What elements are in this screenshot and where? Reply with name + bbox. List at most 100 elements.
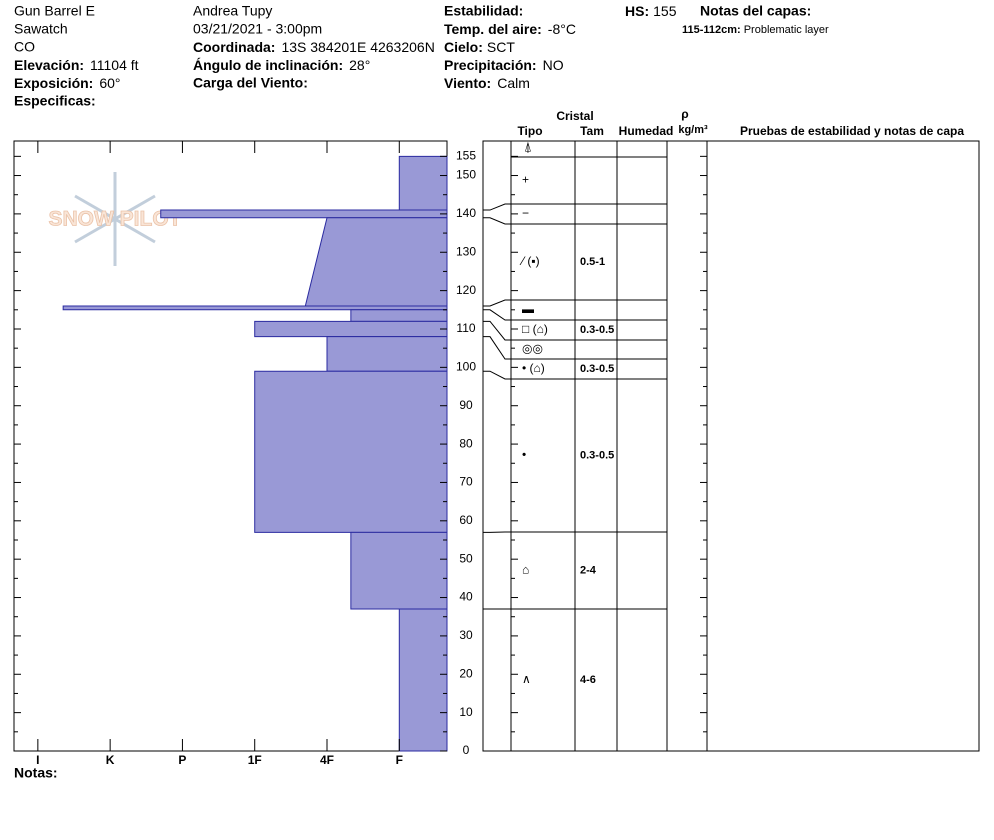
grain-type: • (⌂) [522,361,545,375]
marks: 0 10 20 30 40 50 60 70 80 90 100 110 120 130 140 150 155… [14,141,707,767]
hardness-layer [326,336,448,372]
grain-type: − [522,206,529,220]
air-temp: Temp. del aire: -8°C [444,21,576,37]
connector [483,320,511,341]
label: Precipitación: [444,57,537,73]
grain-type: □ (⌂) [522,322,548,336]
elevation: Elevación: 11104 ft [14,57,139,73]
y-tick-label: 90 [459,398,473,412]
col-header: ρ [681,107,688,121]
x-tick-label: 1F [248,753,262,767]
hardness-layer [350,531,448,610]
grain-type: ⁄ (▪) [519,254,540,268]
col-header: Tipo [517,124,542,138]
y-tick-label: 20 [459,666,473,680]
hardness-layer [160,209,448,219]
y-tick-label: 30 [459,628,473,642]
y-tick-label: 130 [456,244,476,258]
value: 60° [99,75,120,91]
x-tick-label: F [396,753,403,767]
connector [483,299,511,307]
label: Exposición: [14,75,93,91]
value: Calm [497,75,530,91]
logo: SNOW PILOT [48,172,182,266]
logo-text: SNOW PILOT [49,208,182,231]
layer-notes-title: Notas del capas: [700,3,811,19]
label: Cielo: [444,39,483,55]
slope-angle: Ángulo de inclinación: 28° [193,57,370,73]
value: 11104 ft [90,57,139,73]
col-header: Tam [580,124,604,138]
notes-label: Notas: [14,765,58,781]
wind-loading-label: Carga del Viento: [193,75,308,91]
grain-size: 4-6 [580,674,596,686]
grain-type: ▬ [522,302,534,316]
col-header: kg/m³ [678,124,708,136]
grain-type: • [522,448,526,462]
y-tick-label: 10 [459,705,473,719]
label: Viento: [444,75,491,91]
location: CO [14,39,35,55]
y-tick-label: 155 [456,149,476,163]
y-tick-label: 110 [456,321,475,335]
label: Ángulo de inclinación: [193,57,343,73]
y-tick-label: 60 [459,513,473,527]
grain-size: 0.3-0.5 [580,324,614,336]
value: NO [543,57,564,73]
hardness-layer [254,320,448,338]
x-tick-label: 4F [320,753,334,767]
x-tick-label: P [178,753,186,767]
y-tick-label: 150 [456,168,476,182]
label: Coordinada: [193,39,275,55]
location: Gun Barrel E [14,3,95,19]
grain-type: ∧ [522,672,531,686]
hardness-layer [350,309,448,322]
hardness-layer [398,155,448,211]
value: 28° [349,57,370,73]
layer-note: 115-112cm: Problematic layer [682,24,829,36]
connector [483,217,511,225]
label: Elevación: [14,57,84,73]
x-tick-label: I [36,753,39,767]
sky: Cielo: SCT [444,39,515,55]
y-tick-label: 100 [456,360,476,374]
grain-type: + [522,173,529,187]
col-header: Pruebas de estabilidad y notas de capa [740,124,964,138]
aspect: Exposición: 60° [14,75,121,91]
grain-size: 0.3-0.5 [580,363,614,375]
value: -8°C [548,21,576,37]
coordinate: Coordinada: 13S 384201E 4263206N [193,39,435,55]
x-tick-label: K [106,753,115,767]
y-tick-label: 40 [459,590,473,604]
grain-type: ⌂ [522,563,529,577]
y-tick-label: 0 [463,743,470,757]
hs: HS: 155 [625,3,677,19]
location: Sawatch [14,21,68,37]
y-tick-label: 120 [456,283,476,297]
hardness-layer [398,608,448,752]
value: Problematic layer [744,24,829,36]
snowflake [74,172,156,266]
label: 115-112cm: [682,24,741,36]
grain-size: 0.5-1 [580,256,605,268]
hardness-layer [254,370,448,533]
grain-size: 2-4 [580,564,597,576]
observer: Andrea Tupy [193,3,272,19]
col-header: Humedad [619,124,674,138]
y-tick-label: 80 [459,436,473,450]
y-tick-label: 50 [459,551,473,565]
value: 155 [653,3,677,19]
connector [483,309,511,321]
label: HS: [625,3,649,19]
value: SCT [487,39,515,55]
value: 13S 384201E 4263206N [281,39,434,55]
hardness-layer [304,217,448,307]
connector [483,370,511,380]
connector [483,203,511,211]
y-tick-label: 140 [456,206,476,220]
y-tick-label: 70 [459,475,473,489]
specifics-label: Especificas: [14,93,96,109]
wind: Viento: Calm [444,75,530,91]
